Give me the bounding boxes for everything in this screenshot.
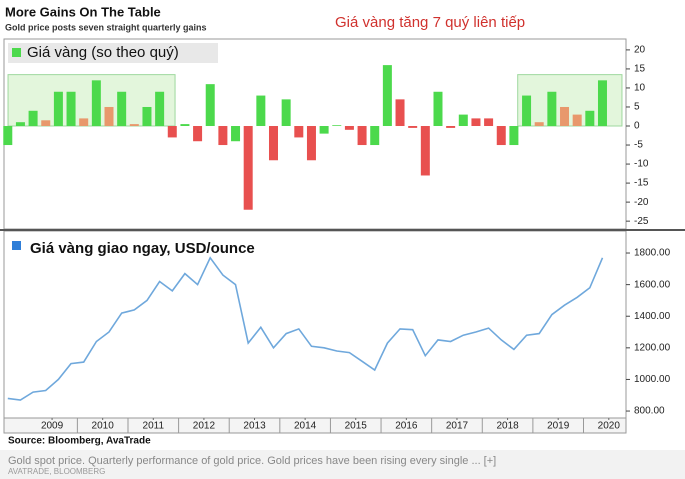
bar [382,65,392,127]
x-tick-label: 2013 [243,421,266,432]
y-tick-label: 800.00 [634,406,665,417]
bar [281,99,291,127]
x-tick-label: 2011 [143,421,165,432]
y-tick-label: 5 [634,102,640,113]
bar [15,122,25,127]
bar [268,126,278,161]
x-tick-label: 2017 [446,421,469,432]
bar [218,126,228,146]
bar [91,80,101,127]
bar [142,106,152,127]
legend-swatch [12,48,21,57]
x-tick-label: 2018 [496,421,519,432]
bar [117,91,127,127]
bar [471,118,481,127]
y-tick-label: 1600.00 [634,279,671,290]
bar [458,114,468,127]
bar [496,126,506,146]
bar [509,126,519,146]
bar [534,122,544,127]
x-tick-label: 2020 [598,421,621,432]
bar [420,126,430,176]
bar [180,124,190,127]
bar [294,126,304,138]
bar [585,110,595,127]
y-tick-label: -15 [634,178,649,189]
x-tick-label: 2015 [345,421,368,432]
bar [205,84,215,127]
chart-subtitle: Gold price posts seven straight quarterl… [5,22,207,32]
bar [597,80,607,127]
y-tick-label: 15 [634,64,646,75]
bar [256,95,266,127]
bar [231,126,241,142]
y-tick-label: 1000.00 [634,374,671,385]
x-axis-band [3,417,627,434]
y-tick-label: 1800.00 [634,248,671,259]
x-tick-label: 2009 [41,421,64,432]
x-tick-label: 2019 [547,421,570,432]
bar [193,126,203,142]
y-tick-label: 1200.00 [634,342,671,353]
bar [243,126,253,210]
y-tick-label: -10 [634,159,649,170]
y-tick-label: -25 [634,216,649,227]
y-tick-label: 0 [634,121,640,132]
y-tick-label: -20 [634,197,649,208]
bar [28,110,38,127]
source: Source: Bloomberg, AvaTrade [8,436,151,447]
bar [572,114,582,127]
legend-box [8,43,218,63]
bar [332,125,342,127]
bar [344,126,354,130]
bar [319,126,329,134]
bar [560,106,570,127]
bar [522,95,532,127]
bar [129,124,139,127]
bar [104,106,114,127]
bar [167,126,177,138]
y-tick-label: 1400.00 [634,311,671,322]
legend-label: Giá vàng (so theo quý) [27,44,179,61]
bar [408,126,418,128]
bar [357,126,367,146]
bar [433,91,443,127]
bar [395,99,405,127]
bar [66,91,76,127]
x-tick-label: 2010 [92,421,115,432]
bar [53,91,63,127]
bar [3,126,13,146]
credit: AVATRADE, BLOOMBERG [8,467,105,476]
x-tick-label: 2014 [294,421,317,432]
chart-title: More Gains On The Table [5,4,161,19]
x-tick-label: 2012 [193,421,216,432]
bar [79,118,89,127]
bar [306,126,316,161]
x-tick-label: 2016 [395,421,418,432]
y-tick-label: -5 [634,140,643,151]
y-tick-label: 20 [634,45,646,56]
legend-swatch [12,241,21,250]
bar [155,91,165,127]
legend-label: Giá vàng giao ngay, USD/ounce [30,240,255,257]
bar [484,118,494,127]
caption-box [0,450,685,479]
annotation: Giá vàng tăng 7 quý liên tiếp [335,14,525,31]
bar [370,126,380,146]
line [7,256,604,401]
bar [446,126,456,128]
caption: Gold spot price. Quarterly performance o… [8,455,496,467]
bar [547,91,557,127]
bar [41,120,51,127]
y-tick-label: 10 [634,83,646,94]
